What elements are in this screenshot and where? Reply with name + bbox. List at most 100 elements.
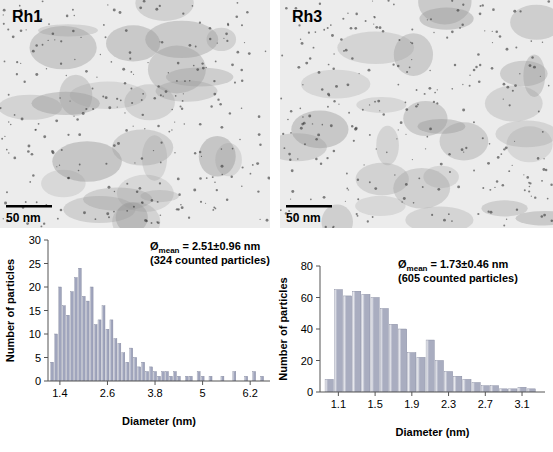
particle	[315, 158, 318, 161]
particle	[181, 206, 184, 209]
bar	[362, 294, 370, 392]
x-axis	[48, 381, 270, 382]
particle	[330, 24, 332, 26]
particle	[142, 114, 144, 116]
particle	[72, 30, 75, 33]
particle	[484, 30, 485, 31]
support-film	[418, 0, 471, 24]
bar	[150, 367, 153, 381]
particle	[124, 112, 125, 113]
particle	[415, 105, 417, 107]
particle	[55, 119, 58, 122]
particle	[332, 226, 334, 228]
bar	[197, 372, 200, 381]
particle	[100, 54, 101, 55]
particle	[214, 181, 216, 183]
particle	[542, 131, 544, 133]
particle	[290, 132, 292, 134]
particle	[76, 118, 79, 121]
particle	[199, 177, 202, 180]
particle	[537, 157, 540, 160]
particle	[157, 85, 159, 87]
particle	[3, 9, 6, 12]
x-tick-label: 1.1	[331, 398, 346, 410]
particle	[288, 153, 291, 156]
particle	[234, 82, 236, 84]
particle	[541, 180, 543, 182]
particle	[410, 42, 411, 43]
particle	[79, 164, 81, 166]
particle	[282, 133, 284, 135]
particle	[505, 146, 508, 149]
bar	[161, 372, 164, 381]
particle	[302, 84, 303, 85]
y-tick	[316, 360, 320, 361]
particle	[492, 31, 493, 32]
particle	[38, 123, 40, 125]
particle	[212, 209, 214, 211]
particle	[232, 148, 234, 150]
particle	[151, 222, 153, 224]
particle	[333, 53, 334, 54]
particle	[258, 133, 261, 136]
bar	[134, 358, 137, 382]
particle	[457, 9, 460, 12]
particle	[437, 89, 438, 90]
particle	[489, 143, 491, 145]
particle	[209, 38, 211, 40]
particle	[19, 5, 21, 7]
y-tick	[44, 381, 48, 382]
x-axis-title: Diameter (nm)	[396, 426, 470, 438]
particle	[478, 80, 481, 83]
particle	[312, 123, 313, 124]
particle	[139, 6, 142, 9]
particle	[188, 217, 190, 219]
support-film	[481, 200, 527, 216]
particle	[161, 41, 163, 43]
particle	[353, 140, 355, 142]
particle	[492, 42, 493, 43]
particle	[531, 196, 532, 197]
support-film	[116, 202, 148, 228]
particle	[379, 26, 382, 29]
y-tick-label: 80	[301, 260, 313, 272]
particle	[157, 125, 160, 128]
particle	[496, 180, 498, 182]
support-film	[355, 196, 405, 216]
bar	[389, 324, 397, 392]
particle	[35, 44, 37, 46]
micrograph	[280, 0, 553, 228]
bar	[417, 357, 425, 392]
particle	[310, 198, 312, 200]
particle	[10, 124, 12, 126]
particle	[141, 202, 143, 204]
particle	[506, 219, 507, 220]
particle	[547, 0, 550, 3]
particle	[529, 64, 532, 67]
bar	[70, 292, 73, 381]
support-film	[485, 85, 543, 121]
particle	[231, 176, 233, 178]
bar	[353, 291, 361, 392]
particle	[32, 50, 35, 53]
y-tick	[44, 310, 48, 311]
particle	[338, 103, 339, 104]
y-tick	[44, 357, 48, 358]
particle	[346, 173, 348, 175]
particle	[533, 66, 536, 69]
particle	[168, 131, 170, 133]
particle	[340, 38, 343, 41]
particle	[355, 13, 358, 16]
particle	[327, 106, 329, 108]
particle	[125, 129, 128, 132]
bar	[189, 376, 192, 381]
particle	[196, 68, 199, 71]
x-tick	[59, 381, 60, 385]
particle	[490, 211, 493, 214]
particle	[107, 4, 108, 5]
particle	[134, 162, 135, 163]
particle	[538, 111, 540, 113]
particle	[302, 116, 304, 118]
particle	[219, 103, 222, 106]
particle	[462, 4, 464, 6]
